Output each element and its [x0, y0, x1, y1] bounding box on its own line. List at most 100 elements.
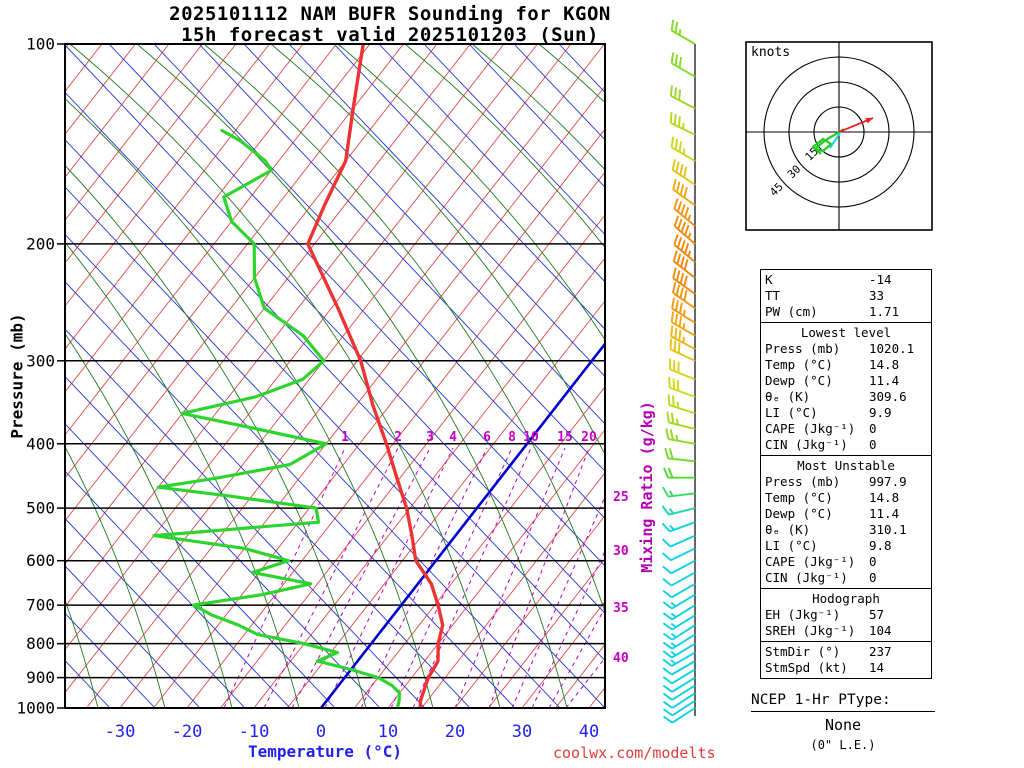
stat-box: Most Unstable Press (mb) 997.9 Temp (°C) 14.… [760, 455, 932, 589]
wind-barb [669, 338, 696, 362]
pressure-tick-label: 200 [26, 234, 55, 253]
stats-panel: K -14 TT 33 PW (cm) 1.71 Lowest level Press (mb… [760, 269, 932, 679]
temperature-tick-label: -10 [239, 722, 270, 742]
stat-row: Dewp (°C) 11.4 [765, 506, 927, 522]
stat-label: StmSpd (kt) [765, 660, 848, 675]
stat-value: 11.4 [869, 373, 900, 388]
stat-box: Hodograph EH (Jkg⁻¹) 57 SREH (Jkg⁻¹) 104 [760, 588, 932, 642]
stat-label: Press (mb) [765, 341, 841, 356]
stat-label: CIN (Jkg⁻¹) [765, 437, 848, 452]
wind-barb [670, 19, 696, 45]
stat-box-header: Most Unstable [797, 458, 895, 473]
stat-label: TT [765, 288, 781, 303]
wind-barb [662, 593, 696, 610]
stat-label: LI (°C) [765, 405, 818, 420]
stat-value: 1020.1 [869, 341, 915, 356]
stat-value: 14.8 [869, 357, 900, 372]
stat-row: SREH (Jkg⁻¹) 104 [765, 623, 927, 639]
temperature-tick-label: 0 [316, 722, 326, 742]
site-link[interactable]: coolwx.com/modelts [553, 744, 716, 762]
mixing-ratio-label: 8 [508, 430, 516, 445]
mixing-ratio-label: 30 [613, 544, 629, 559]
temperature-tick-label: -30 [105, 722, 136, 742]
wind-barb [663, 707, 696, 724]
wind-barb [663, 692, 696, 709]
wind-barb [673, 215, 696, 245]
pressure-tick-label: 800 [26, 634, 55, 653]
stat-value: 0 [869, 437, 877, 452]
stat-label: Dewp (°C) [765, 506, 833, 521]
wind-barb [661, 505, 696, 516]
stat-row: CIN (Jkg⁻¹) 0 [765, 437, 927, 453]
temperature-tick-label: 20 [445, 722, 465, 742]
wind-barb [672, 267, 696, 295]
stat-row: CAPE (Jkg⁻¹) 0 [765, 421, 927, 437]
ptype-value: None [824, 716, 862, 734]
wind-barb [670, 325, 696, 350]
stat-row: Press (mb) 997.9 [765, 474, 927, 490]
temperature-tick-label: 10 [378, 722, 398, 742]
mixing-ratio-label: 40 [613, 651, 629, 666]
stat-value: 309.6 [869, 389, 907, 404]
wind-barb [662, 660, 696, 676]
stat-value: 104 [869, 623, 892, 638]
wind-barb [669, 112, 696, 136]
wind-barb [663, 467, 695, 479]
stat-row: CAPE (Jkg⁻¹) 0 [765, 554, 927, 570]
stat-label: CAPE (Jkg⁻¹) [765, 554, 856, 569]
pressure-tick-label: 600 [26, 551, 55, 570]
wind-barb [665, 428, 696, 445]
stat-label: CAPE (Jkg⁻¹) [765, 421, 856, 436]
pressure-tick-label: 1000 [16, 699, 55, 718]
stat-row: StmSpd (kt) 14 [765, 660, 927, 676]
mixing-ratio-label: 25 [613, 490, 629, 505]
stat-box: StmDir (°) 237 StmSpd (kt) 14 [760, 641, 932, 679]
stat-value: 0 [869, 570, 877, 585]
ptype-detail: (0" L.E.) [810, 738, 876, 752]
stat-row: LI (°C) 9.9 [765, 405, 927, 421]
stat-label: EH (Jkg⁻¹) [765, 607, 841, 622]
stat-row: Press (mb) 1020.1 [765, 341, 927, 357]
wind-barb [662, 633, 696, 650]
hodograph-trace-low [829, 132, 841, 149]
stat-row: θₑ (K) 309.6 [765, 389, 927, 405]
wind-barb [671, 297, 696, 324]
wind-barb [672, 250, 696, 279]
stat-value: 14.8 [869, 490, 900, 505]
page-title: 2025101112 NAM BUFR Sounding for KGON [169, 3, 611, 25]
temperature-tick-label: -20 [172, 722, 203, 742]
stat-row: Temp (°C) 14.8 [765, 490, 927, 506]
stat-row: TT 33 [765, 288, 927, 304]
stat-label: LI (°C) [765, 538, 818, 553]
stat-label: CIN (Jkg⁻¹) [765, 570, 848, 585]
pressure-tick-label: 400 [26, 434, 55, 453]
stat-value: 33 [869, 288, 885, 303]
wind-barb [662, 651, 696, 667]
wind-barb [662, 571, 696, 587]
mixing-ratio-label: 4 [449, 430, 457, 445]
wind-barb [662, 668, 696, 685]
wind-barb [662, 684, 696, 701]
stat-row: StmDir (°) 237 [765, 644, 927, 660]
stat-label: SREH (Jkg⁻¹) [765, 623, 856, 638]
stat-value: 310.1 [869, 522, 907, 537]
hodograph-trace [811, 128, 845, 155]
ptype-block: NCEP 1-Hr PType: None (0" L.E.) [751, 692, 935, 752]
wind-barb [662, 582, 696, 599]
stat-value: 9.8 [869, 538, 892, 553]
stat-row: K -14 [765, 272, 927, 288]
temperature-axis-title: Temperature (°C) [247, 742, 403, 761]
stat-value: 14 [869, 660, 885, 675]
ptype-heading: NCEP 1-Hr PType: [751, 692, 935, 712]
wind-barb [670, 136, 696, 162]
plot-area [65, 44, 605, 708]
stat-value: 997.9 [869, 474, 907, 489]
wind-barb [662, 642, 696, 659]
wind-barb [662, 559, 696, 575]
pressure-tick-label: 100 [26, 35, 55, 54]
stat-label: θₑ (K) [765, 389, 811, 404]
stat-label: Temp (°C) [765, 357, 833, 372]
wind-barb [669, 358, 696, 381]
